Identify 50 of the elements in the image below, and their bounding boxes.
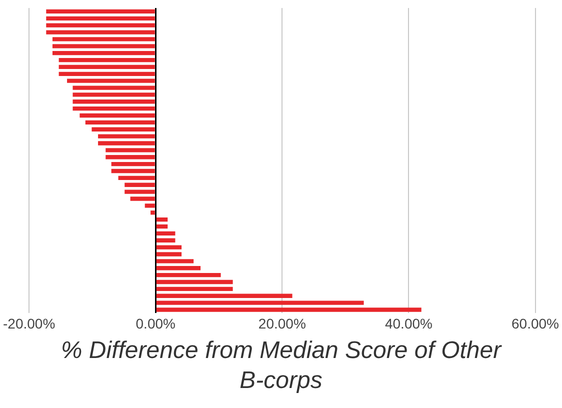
bar <box>156 300 364 305</box>
x-tick-label: 0.00% <box>136 315 176 332</box>
bar <box>118 176 155 180</box>
bar <box>156 217 168 222</box>
bar <box>156 231 176 236</box>
bar <box>46 23 155 28</box>
bar <box>46 16 155 20</box>
bar <box>130 196 155 201</box>
bar <box>106 148 155 152</box>
bar <box>156 272 221 278</box>
bar <box>156 266 201 270</box>
bar <box>156 245 182 250</box>
bar <box>92 127 155 132</box>
bar <box>106 155 155 160</box>
bar <box>72 92 155 97</box>
x-tick-label: 60.00% <box>512 315 559 332</box>
bar <box>46 9 155 14</box>
bar <box>72 86 155 90</box>
bar <box>111 168 155 174</box>
bar <box>124 190 155 194</box>
x-tick-label: 40.00% <box>384 315 432 332</box>
bar <box>156 252 182 256</box>
bar <box>111 162 155 166</box>
x-axis-title: % Difference from Median Score of Other B-corps <box>60 336 503 396</box>
bar <box>58 72 155 76</box>
bar <box>156 238 176 242</box>
bar <box>72 106 155 111</box>
x-tick-label: -20.00% <box>2 315 56 332</box>
bar <box>52 51 155 56</box>
bar <box>156 294 292 298</box>
bar <box>58 58 155 62</box>
bar <box>156 280 233 284</box>
bar <box>46 30 155 34</box>
bar <box>156 224 168 229</box>
bar <box>156 308 422 312</box>
x-tick-label: 20.00% <box>258 315 306 332</box>
bar <box>85 120 155 125</box>
bar <box>58 64 155 70</box>
bar <box>144 204 155 208</box>
bar <box>67 78 155 83</box>
bar <box>156 259 194 264</box>
bar <box>72 100 155 104</box>
bar <box>150 210 155 215</box>
bar <box>124 182 155 187</box>
bar <box>98 141 155 146</box>
bar <box>98 134 155 138</box>
bar <box>52 44 155 48</box>
bar <box>52 37 155 42</box>
bar <box>156 286 233 292</box>
bar <box>80 113 155 118</box>
